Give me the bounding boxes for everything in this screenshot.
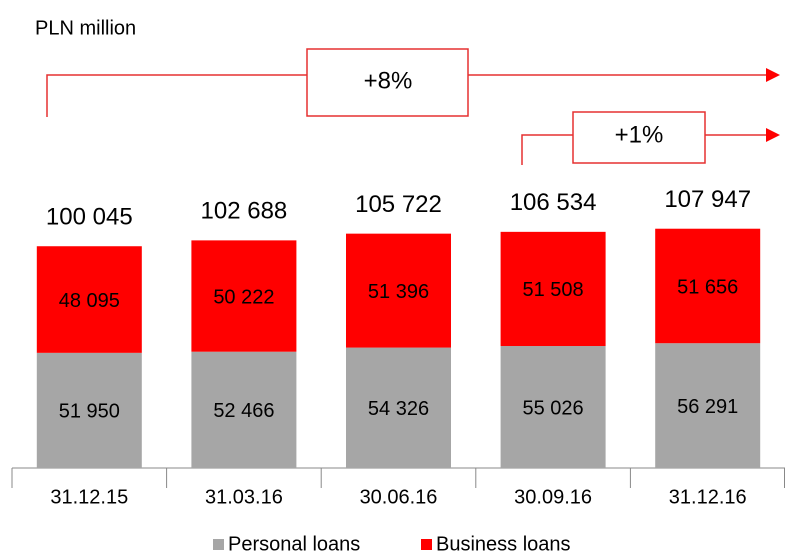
annotation-box <box>572 111 706 164</box>
value-label: 55 026 <box>523 397 584 419</box>
bar-segment <box>500 346 606 468</box>
annotation: +1% <box>615 121 664 148</box>
bar-segment <box>500 231 606 347</box>
total-label: 106 534 <box>510 189 597 216</box>
total-label: 107 947 <box>664 186 751 213</box>
value-label: 51 950 <box>59 401 120 423</box>
bar-segment <box>191 351 297 468</box>
value-label: 52 466 <box>213 400 274 422</box>
bar-segment <box>655 343 761 468</box>
arrow-head <box>766 68 780 82</box>
legend-label: Business loans <box>436 533 571 554</box>
value-label: 56 291 <box>677 396 738 418</box>
value-label: 51 396 <box>368 281 429 303</box>
bar-segment <box>191 240 297 352</box>
bar-segment <box>346 233 451 348</box>
x-tick-label: 30.09.16 <box>514 486 592 508</box>
total-label: 105 722 <box>355 191 442 218</box>
value-label: 50 222 <box>213 286 274 308</box>
arrow-head <box>766 128 780 142</box>
x-tick-label: 31.12.15 <box>50 486 128 508</box>
bar-segment <box>36 352 142 468</box>
bar-segment <box>655 228 761 344</box>
annotation: +8% <box>364 67 413 94</box>
value-label: 54 326 <box>368 398 429 420</box>
value-label: 51 656 <box>677 276 738 298</box>
value-label: 51 508 <box>523 279 584 301</box>
value-label: 48 095 <box>59 290 120 312</box>
bar-segment <box>346 347 451 468</box>
legend-swatch <box>421 539 432 550</box>
x-tick-label: 31.03.16 <box>205 486 283 508</box>
unit-label: PLN million <box>35 17 136 39</box>
legend-label: Personal loans <box>228 533 360 554</box>
bar-segment <box>36 246 142 353</box>
legend-swatch <box>213 539 224 550</box>
total-label: 100 045 <box>46 204 133 231</box>
x-tick-label: 30.06.16 <box>360 486 438 508</box>
annotation-box <box>306 48 469 117</box>
total-label: 102 688 <box>201 198 288 225</box>
x-tick-label: 31.12.16 <box>669 486 747 508</box>
